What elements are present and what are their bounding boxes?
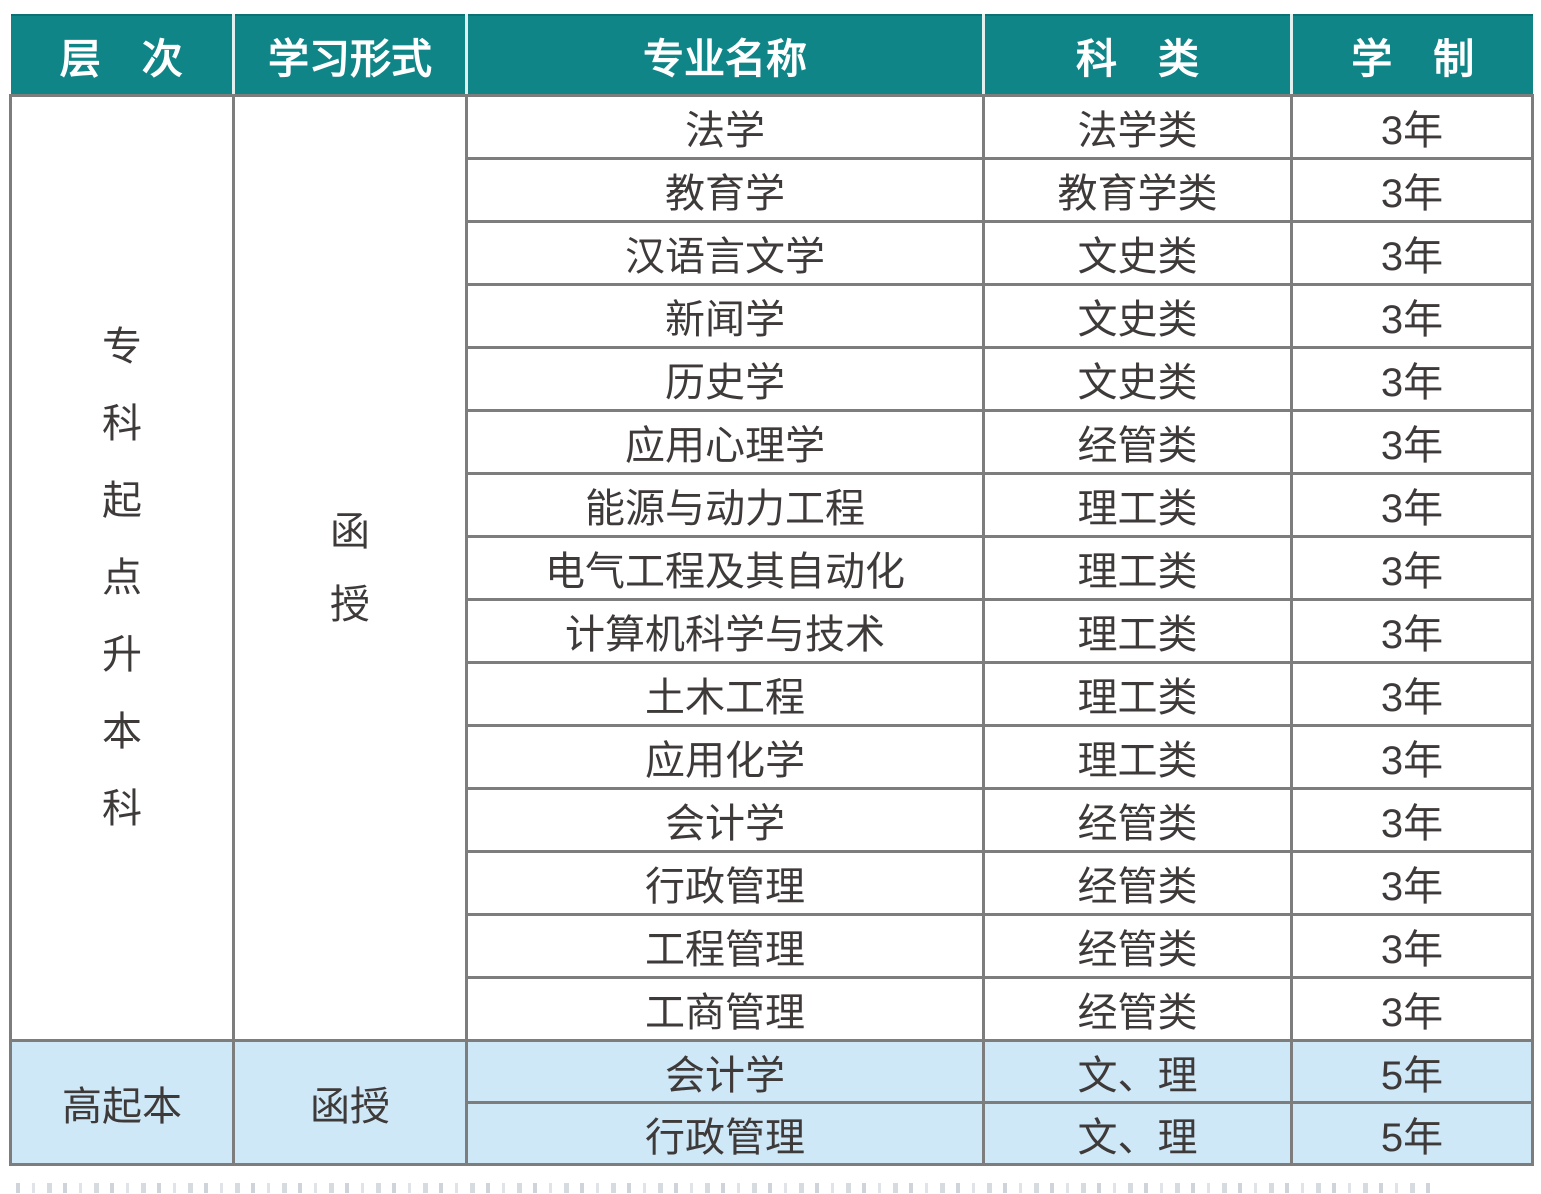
- duration-cell: 3年: [1290, 346, 1534, 412]
- duration-cell: 3年: [1290, 94, 1534, 160]
- table-row: 计算机科学与技术 理工类 3年: [11, 598, 1534, 664]
- section-gaoqiben: 高起本 函授 会计学 文、理 5年 行政管理 文、理 5年: [9, 1039, 1534, 1166]
- category-cell: 文史类: [982, 346, 1293, 412]
- table-row: 行政管理 经管类 3年: [11, 850, 1534, 916]
- section-zhuanshengben: 专 科 起 点 升 本 科 函 授 法学 法学类: [9, 94, 1534, 1042]
- form-cell: 函 授: [232, 94, 468, 1042]
- header-subject-category: 科 类: [982, 14, 1292, 97]
- level-cell: 高起本: [9, 1039, 235, 1166]
- category-cell: 经管类: [982, 976, 1293, 1042]
- table-row: 新闻学 文史类 3年: [11, 283, 1534, 349]
- table-row: 应用心理学 经管类 3年: [11, 409, 1534, 475]
- major-cell: 计算机科学与技术: [465, 598, 985, 664]
- header-duration: 学 制: [1290, 14, 1533, 97]
- header-study-form: 学习形式: [232, 14, 467, 97]
- table-row: 应用化学 理工类 3年: [11, 724, 1534, 790]
- major-cell: 汉语言文学: [465, 220, 985, 286]
- major-cell: 法学: [465, 94, 985, 160]
- duration-cell: 3年: [1290, 598, 1534, 664]
- duration-cell: 3年: [1290, 220, 1534, 286]
- category-cell: 理工类: [982, 661, 1293, 727]
- major-cell: 行政管理: [465, 850, 985, 916]
- duration-cell: 3年: [1290, 472, 1534, 538]
- category-cell: 法学类: [982, 94, 1293, 160]
- category-cell: 理工类: [982, 472, 1293, 538]
- major-cell: 工商管理: [465, 976, 985, 1042]
- vertical-form-label: 函 授: [330, 509, 370, 627]
- duration-cell: 3年: [1290, 850, 1534, 916]
- table-row: 行政管理 文、理 5年: [11, 1101, 1534, 1166]
- duration-cell: 3年: [1290, 409, 1534, 475]
- category-cell: 经管类: [982, 787, 1293, 853]
- duration-cell: 5年: [1290, 1101, 1534, 1166]
- category-cell: 经管类: [982, 850, 1293, 916]
- vertical-level-label: 专 科 起 点 升 本 科: [102, 325, 142, 831]
- table-row: 汉语言文学 文史类 3年: [11, 220, 1534, 286]
- major-cell: 新闻学: [465, 283, 985, 349]
- duration-cell: 3年: [1290, 283, 1534, 349]
- duration-cell: 3年: [1290, 724, 1534, 790]
- category-cell: 文史类: [982, 220, 1293, 286]
- major-cell: 行政管理: [465, 1101, 985, 1166]
- duration-cell: 5年: [1290, 1039, 1534, 1104]
- duration-cell: 3年: [1290, 787, 1534, 853]
- header-level: 层 次: [10, 14, 234, 97]
- duration-cell: 3年: [1290, 976, 1534, 1042]
- major-cell: 教育学: [465, 157, 985, 223]
- major-cell: 土木工程: [465, 661, 985, 727]
- cropped-text-strip: [16, 1183, 1432, 1193]
- table-row: 历史学 文史类 3年: [11, 346, 1534, 412]
- table-row: 电气工程及其自动化 理工类 3年: [11, 535, 1534, 601]
- form-cell: 函授: [232, 1039, 468, 1166]
- table-header-row: 层 次 学习形式 专业名称 科 类 学 制: [10, 14, 1533, 97]
- category-cell: 经管类: [982, 913, 1293, 979]
- category-cell: 文史类: [982, 283, 1293, 349]
- category-cell: 理工类: [982, 724, 1293, 790]
- table-row: 教育学 教育学类 3年: [11, 157, 1534, 223]
- category-cell: 理工类: [982, 535, 1293, 601]
- level-cell: 专 科 起 点 升 本 科: [9, 94, 235, 1042]
- major-cell: 电气工程及其自动化: [465, 535, 985, 601]
- duration-cell: 3年: [1290, 913, 1534, 979]
- major-cell: 历史学: [465, 346, 985, 412]
- major-cell: 会计学: [465, 1039, 985, 1104]
- category-cell: 文、理: [982, 1101, 1293, 1166]
- header-major-name: 专业名称: [465, 14, 984, 97]
- table-row: 高起本 函授 会计学 文、理 5年: [9, 1039, 1534, 1166]
- majors-table: 层 次 学习形式 专业名称 科 类 学 制 专 科 起 点 升 本 科: [9, 14, 1534, 1166]
- major-cell: 工程管理: [465, 913, 985, 979]
- table-row: 工商管理 经管类 3年: [11, 976, 1534, 1042]
- table-row: 能源与动力工程 理工类 3年: [11, 472, 1534, 538]
- major-cell: 应用心理学: [465, 409, 985, 475]
- duration-cell: 3年: [1290, 157, 1534, 223]
- major-cell: 能源与动力工程: [465, 472, 985, 538]
- category-cell: 教育学类: [982, 157, 1293, 223]
- duration-cell: 3年: [1290, 661, 1534, 727]
- category-cell: 经管类: [982, 409, 1293, 475]
- category-cell: 理工类: [982, 598, 1293, 664]
- major-cell: 应用化学: [465, 724, 985, 790]
- table-row: 土木工程 理工类 3年: [11, 661, 1534, 727]
- major-cell: 会计学: [465, 787, 985, 853]
- duration-cell: 3年: [1290, 535, 1534, 601]
- table-row: 工程管理 经管类 3年: [11, 913, 1534, 979]
- table-row: 专 科 起 点 升 本 科 函 授 法学 法学类: [9, 94, 1534, 1042]
- category-cell: 文、理: [982, 1039, 1293, 1104]
- table-row: 会计学 经管类 3年: [11, 787, 1534, 853]
